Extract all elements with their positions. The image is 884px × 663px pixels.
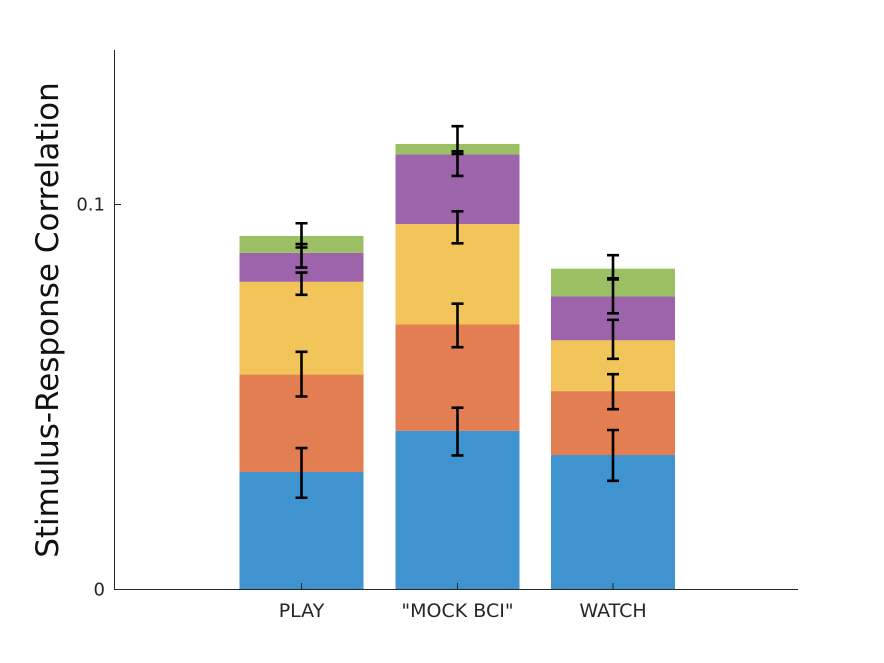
- error-bar-2-1: [451, 406, 464, 457]
- error-bar-2-2: [451, 302, 464, 349]
- y-tick-label: 0.1: [76, 195, 105, 216]
- y-ticks: 00.1: [76, 195, 121, 601]
- error-bar-1-3: [295, 271, 308, 297]
- x-tick-labels: PLAY "MOCK BCI" WATCH: [279, 583, 647, 622]
- error-bar-3-2: [607, 372, 619, 411]
- error-bar-3-3: [607, 318, 619, 361]
- y-tick-label: 0: [94, 580, 105, 601]
- error-bars-layer: [295, 124, 619, 500]
- x-tick-label: PLAY: [279, 600, 325, 622]
- x-tick-label: "MOCK BCI": [401, 600, 513, 622]
- y-axis-title: Stimulus-Response Correlation: [30, 82, 66, 558]
- error-bar-1-5: [295, 221, 308, 249]
- error-bar-1-1: [295, 446, 308, 500]
- error-bar-2-3: [451, 210, 464, 245]
- error-bar-1-2: [295, 350, 308, 398]
- bar-segment-2-1: [395, 430, 520, 589]
- error-bar-2-5: [451, 124, 464, 156]
- error-bar-3-1: [607, 428, 619, 483]
- error-bar-3-5: [607, 253, 619, 280]
- x-tick-label: WATCH: [579, 600, 646, 622]
